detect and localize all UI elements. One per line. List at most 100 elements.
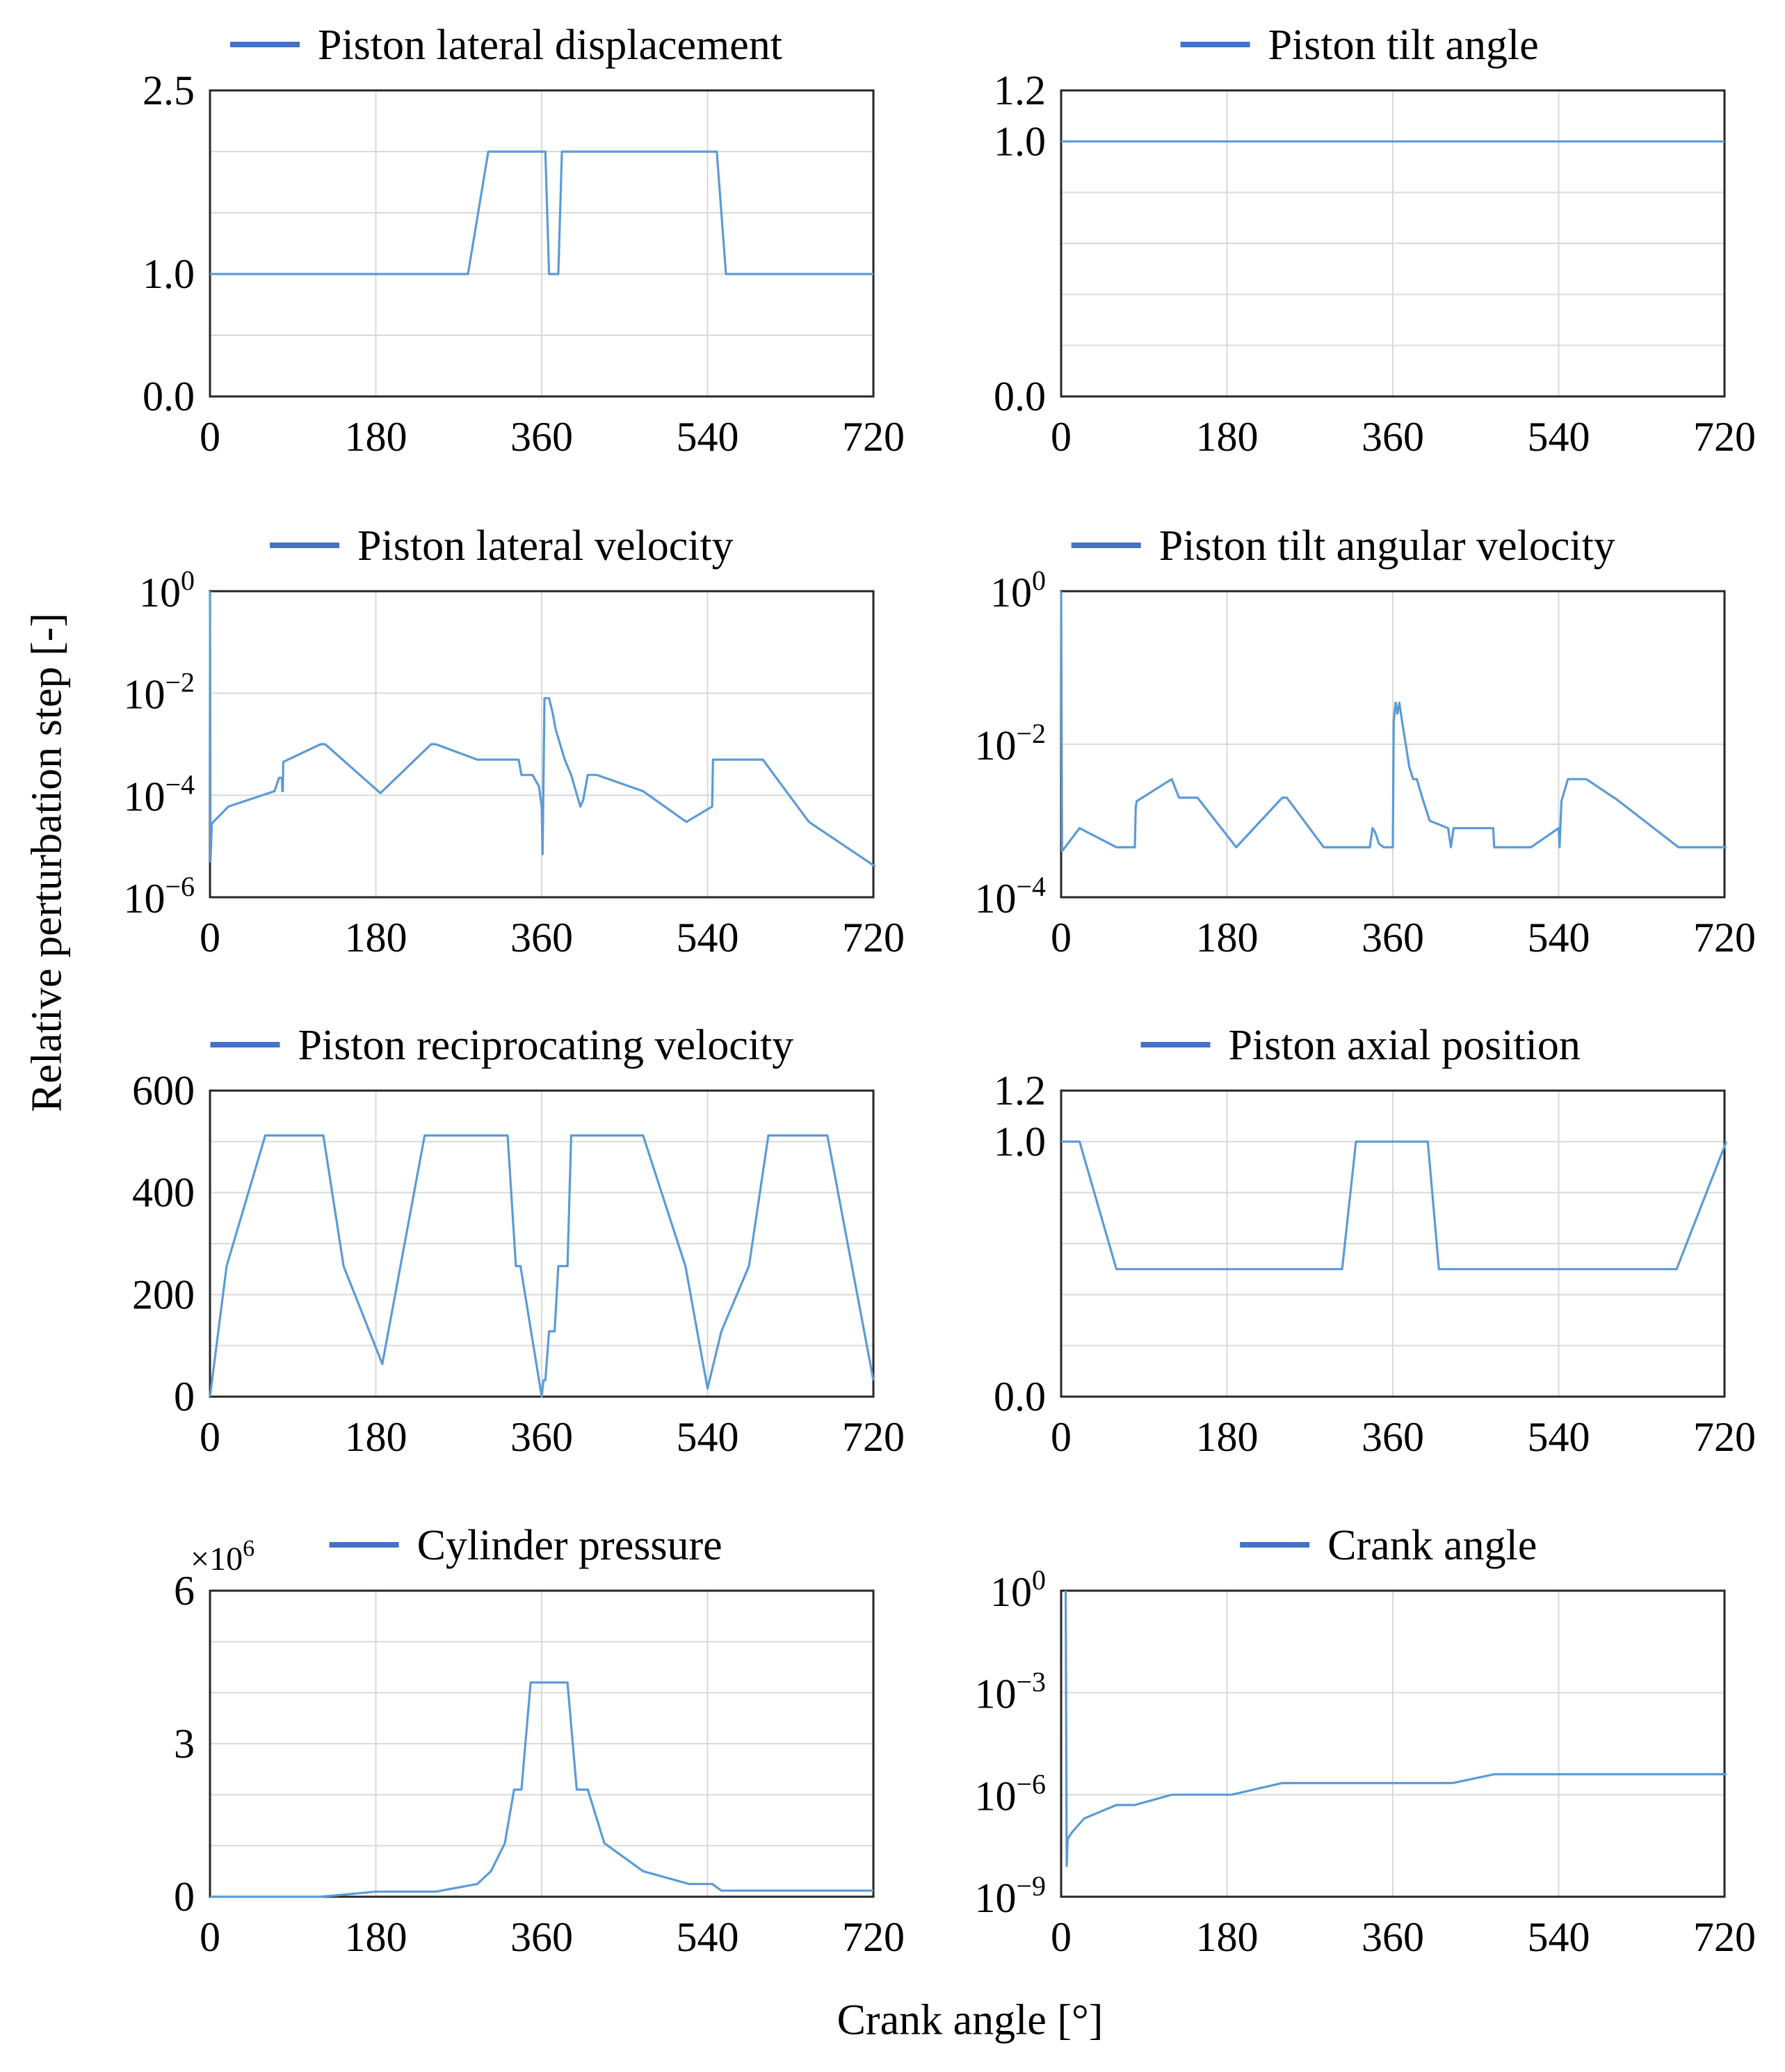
- plot-frame: [1060, 1589, 1726, 1898]
- x-tick-label: 180: [1196, 915, 1259, 961]
- y-tick-label: 10−2: [123, 667, 195, 718]
- x-tick-label: 360: [1362, 1914, 1424, 1960]
- y-tick-label: 1.0: [994, 1118, 1046, 1164]
- chart-piston-tilt-angle: 0 180 360 540 720 0.0 1.0 1.2 Piston tilt angle: [994, 22, 1756, 460]
- x-tick-label: 540: [1528, 915, 1590, 961]
- legend-label: Piston tilt angle: [1268, 22, 1539, 69]
- x-tick-label: 720: [842, 1414, 905, 1460]
- x-tick-label: 720: [1693, 915, 1756, 961]
- x-tick-label: 540: [1528, 1914, 1590, 1960]
- plot-frame: [209, 89, 875, 398]
- chart-crank-angle: 0 180 360 540 720 10−9 10−6 10−3 100 Crank angle: [974, 1522, 1756, 1960]
- legend-label: Piston reciprocating velocity: [298, 1022, 793, 1069]
- y-tick-label: 0.0: [143, 374, 195, 419]
- x-tick-label: 360: [510, 414, 573, 460]
- x-tick-label: 0: [200, 915, 220, 961]
- chart-piston-lateral-displacement: 0 180 360 540 720 0.0 1.0 2.5 Piston lateral dis…: [143, 22, 905, 460]
- x-tick-label: 720: [1693, 1914, 1756, 1960]
- legend-label: Piston lateral velocity: [357, 522, 734, 570]
- y-tick-label: 3: [174, 1721, 195, 1767]
- x-tick-label: 720: [842, 1914, 905, 1960]
- plot-frame: [1060, 1089, 1726, 1398]
- x-axis-label: Crank angle [°]: [837, 1996, 1104, 2044]
- series-line-piston-reciprocating-velocity: [209, 1134, 875, 1398]
- x-tick-label: 360: [1362, 915, 1424, 961]
- chart-cylinder-pressure: 0 180 360 540 720 0 3 6×106 Cylinder pressure: [174, 1522, 905, 1960]
- x-tick-label: 180: [345, 1414, 407, 1460]
- chart-piston-tilt-angular-velocity: 0 180 360 540 720 10−4 10−2 100 Piston tilt angu…: [974, 522, 1756, 961]
- x-tick-label: 540: [677, 414, 739, 460]
- y-tick-label: 600: [132, 1068, 195, 1114]
- series-line-piston-axial-position: [1061, 1140, 1728, 1271]
- y-tick-label: 0: [174, 1874, 195, 1920]
- x-tick-label: 540: [677, 1414, 739, 1460]
- y-tick-label: 0: [174, 1374, 195, 1420]
- x-tick-label: 720: [842, 915, 905, 961]
- x-tick-label: 360: [510, 915, 573, 961]
- y-tick-label: 10−9: [974, 1870, 1046, 1921]
- x-tick-label: 360: [510, 1914, 573, 1960]
- x-tick-label: 180: [1196, 1914, 1259, 1960]
- y-axis-label: Relative perturbation step [-]: [23, 613, 71, 1112]
- y-tick-label: 6: [174, 1568, 195, 1614]
- y-tick-label: 100: [990, 1564, 1046, 1615]
- x-tick-label: 0: [200, 414, 220, 460]
- x-tick-label: 540: [1528, 1414, 1590, 1460]
- series-line-piston-lateral-displacement: [210, 150, 873, 275]
- y-tick-label: 200: [132, 1271, 195, 1317]
- legend-label: Piston lateral displacement: [318, 22, 782, 69]
- x-tick-label: 360: [510, 1414, 573, 1460]
- x-tick-label: 180: [1196, 414, 1259, 460]
- y-tick-label: 10−2: [974, 718, 1046, 769]
- legend-label: Crank angle: [1327, 1522, 1537, 1569]
- y-tick-label: 0.0: [994, 374, 1046, 419]
- y-tick-label: 10−6: [974, 1768, 1046, 1819]
- x-tick-label: 720: [842, 414, 905, 460]
- legend-label: Piston tilt angular velocity: [1159, 522, 1615, 570]
- y-tick-label: 0.0: [994, 1374, 1046, 1420]
- x-tick-label: 0: [1051, 915, 1072, 961]
- series-line-piston-lateral-velocity: [209, 591, 876, 868]
- y-tick-label: 10−4: [123, 769, 195, 819]
- y-tick-label: 10−4: [974, 871, 1046, 922]
- x-tick-label: 0: [1051, 414, 1072, 460]
- x-tick-label: 180: [345, 915, 407, 961]
- y-tick-label: 2.5: [143, 67, 195, 113]
- y-tick-label: 100: [139, 565, 195, 616]
- x-tick-label: 180: [1196, 1414, 1259, 1460]
- x-tick-label: 540: [1528, 414, 1590, 460]
- x-tick-label: 0: [1051, 1914, 1072, 1960]
- y-tick-label: 1.0: [994, 118, 1046, 164]
- x-tick-label: 360: [1362, 414, 1424, 460]
- legend-label: Piston axial position: [1229, 1022, 1581, 1069]
- x-tick-label: 540: [677, 1914, 739, 1960]
- x-tick-label: 0: [200, 1914, 220, 1960]
- x-tick-label: 360: [1362, 1414, 1424, 1460]
- legend-label: Cylinder pressure: [417, 1522, 722, 1569]
- series-line-crank-angle: [1064, 1590, 1727, 1868]
- y-tick-label: 1.0: [143, 251, 195, 297]
- y-tick-label: 1.2: [994, 1068, 1046, 1114]
- y-tick-label: 400: [132, 1170, 195, 1216]
- series-line-cylinder-pressure: [210, 1681, 873, 1898]
- series-line-piston-tilt-angular-velocity: [1060, 591, 1727, 853]
- chart-piston-axial-position: 0 180 360 540 720 0.0 1.01.2 Piston axial posit…: [994, 1022, 1756, 1460]
- y-tick-label: 100: [990, 565, 1046, 616]
- x-tick-label: 180: [345, 1914, 407, 1960]
- x-tick-label: 720: [1693, 414, 1756, 460]
- x-tick-label: 540: [677, 915, 739, 961]
- y-tick-label: 1.2: [994, 67, 1046, 113]
- x-tick-label: 720: [1693, 1414, 1756, 1460]
- chart-piston-lateral-velocity: 0 180 360 540 720 10−6 10−4 10−2 100 Piston later…: [123, 522, 905, 961]
- x-tick-label: 180: [345, 414, 407, 460]
- plot-frame: [209, 1589, 875, 1898]
- x-tick-label: 0: [200, 1414, 220, 1460]
- y-tick-label: 10−3: [974, 1667, 1046, 1717]
- y-tick-label: 10−6: [123, 871, 195, 922]
- plot-frame: [1060, 89, 1726, 398]
- y-multiplier-label: ×106: [191, 1536, 255, 1577]
- x-tick-label: 0: [1051, 1414, 1072, 1460]
- chart-piston-reciprocating-velocity: 0 180 360 540 720 0 200 400 600 Piston reciprocat…: [132, 1022, 905, 1460]
